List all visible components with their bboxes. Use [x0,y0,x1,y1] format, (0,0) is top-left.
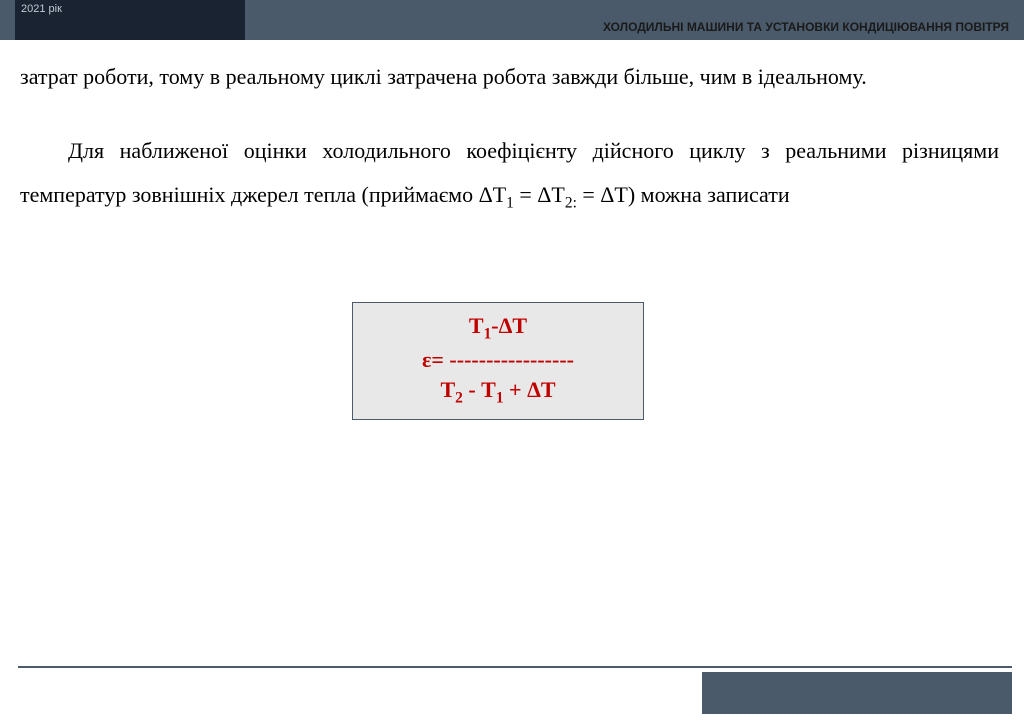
paragraph-1: затрат роботи, тому в реальному циклі за… [20,55,999,99]
f-den-a: Т [440,377,455,402]
formula-denominator: Т2 - Т1 + ΔТ [353,375,643,409]
para2-mid: = ΔТ [514,182,565,207]
formula-box: Т1-ΔТ ε= ----------------- Т2 - Т1 + ΔТ [352,302,644,420]
f-num-a: Т [469,313,484,338]
f-den-sub1: 2 [455,389,463,406]
paragraph-2: Для наближеної оцінки холодильного коефі… [20,129,999,219]
formula-numerator: Т1-ΔТ [353,311,643,345]
footer-bar [702,672,1012,714]
document-body: затрат роботи, тому в реальному циклі за… [20,55,999,219]
para2-sub1: 1 [506,194,514,211]
header-title: ХОЛОДИЛЬНІ МАШИНИ ТА УСТАНОВКИ КОНДИЦІЮВ… [603,20,1009,34]
footer-rule [18,666,1012,668]
header-year-label: 2021 рік [21,3,62,15]
formula-divider: ε= ----------------- [353,345,643,375]
header-year-box: 2021 рік [15,0,245,40]
f-den-c: + ΔТ [504,377,556,402]
f-den-sub2: 1 [496,389,504,406]
para2-suffix: = ΔТ) можна записати [577,182,790,207]
f-num-b: -ΔТ [491,313,527,338]
para2-sub2: 2: [565,194,577,211]
f-den-b: - Т [463,377,496,402]
